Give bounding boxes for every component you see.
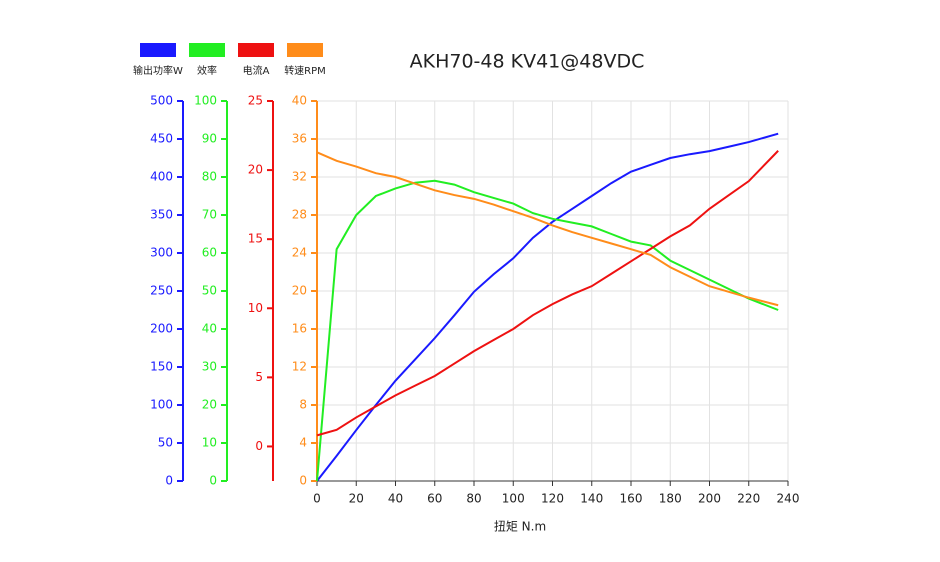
legend-label: 转速RPM (284, 64, 326, 77)
y-tick-label: 0 (299, 474, 307, 488)
series-line (316, 179, 779, 482)
y-tick-label: 4 (299, 436, 307, 450)
x-axis-label: 扭矩 N.m (494, 520, 546, 534)
y-tick-label: 0 (165, 474, 173, 488)
y-tick-label: 40 (202, 322, 217, 336)
legend-label: 效率 (197, 64, 217, 77)
y-tick-label: 300 (150, 246, 173, 260)
y-tick-label: 12 (292, 360, 307, 374)
legend-swatch (238, 43, 274, 57)
x-tick-label: 60 (427, 492, 442, 506)
y-tick-label: 20 (292, 284, 307, 298)
legend-swatch (287, 43, 323, 57)
y-tick-label: 24 (292, 246, 307, 260)
y-tick-label: 15 (248, 232, 263, 246)
y-tick-label: 450 (150, 132, 173, 146)
legend-swatch (189, 43, 225, 57)
y-tick-label: 90 (202, 132, 217, 146)
y-tick-label: 100 (194, 94, 217, 108)
x-tick-label: 160 (620, 492, 643, 506)
x-tick-label: 40 (388, 492, 403, 506)
y-tick-label: 200 (150, 322, 173, 336)
y-tick-label: 40 (292, 94, 307, 108)
y-tick-label: 10 (248, 301, 263, 315)
y-tick-label: 50 (202, 284, 217, 298)
y-tick-label: 25 (248, 94, 263, 108)
y-tick-label: 80 (202, 170, 217, 184)
y-tick-label: 250 (150, 284, 173, 298)
y-tick-label: 28 (292, 208, 307, 222)
legend-swatch (140, 43, 176, 57)
x-tick-label: 100 (502, 492, 525, 506)
y-tick-label: 30 (202, 360, 217, 374)
y-tick-label: 20 (202, 398, 217, 412)
legend-label: 电流A (243, 64, 270, 77)
y-tick-label: 16 (292, 322, 307, 336)
y-tick-label: 10 (202, 436, 217, 450)
y-tick-label: 70 (202, 208, 217, 222)
y-tick-label: 0 (209, 474, 217, 488)
series-line (316, 151, 779, 307)
y-tick-label: 350 (150, 208, 173, 222)
y-tick-label: 36 (292, 132, 307, 146)
y-tick-label: 150 (150, 360, 173, 374)
x-tick-label: 140 (580, 492, 603, 506)
y-tick-label: 50 (158, 436, 173, 450)
y-tick-label: 0 (255, 439, 263, 453)
series-line (316, 132, 779, 482)
y-tick-label: 400 (150, 170, 173, 184)
y-tick-label: 8 (299, 398, 307, 412)
x-tick-label: 180 (659, 492, 682, 506)
y-tick-label: 100 (150, 398, 173, 412)
series-line (316, 150, 779, 437)
x-tick-label: 20 (349, 492, 364, 506)
y-tick-label: 5 (255, 370, 263, 384)
legend-label: 输出功率W (133, 64, 183, 77)
y-tick-label: 500 (150, 94, 173, 108)
x-tick-label: 0 (313, 492, 321, 506)
x-tick-label: 80 (466, 492, 481, 506)
y-tick-label: 60 (202, 246, 217, 260)
y-tick-label: 20 (248, 163, 263, 177)
x-tick-label: 120 (541, 492, 564, 506)
x-tick-label: 220 (737, 492, 760, 506)
y-tick-label: 32 (292, 170, 307, 184)
chart-title: AKH70-48 KV41@48VDC (410, 51, 645, 73)
x-tick-label: 200 (698, 492, 721, 506)
x-tick-label: 240 (777, 492, 800, 506)
